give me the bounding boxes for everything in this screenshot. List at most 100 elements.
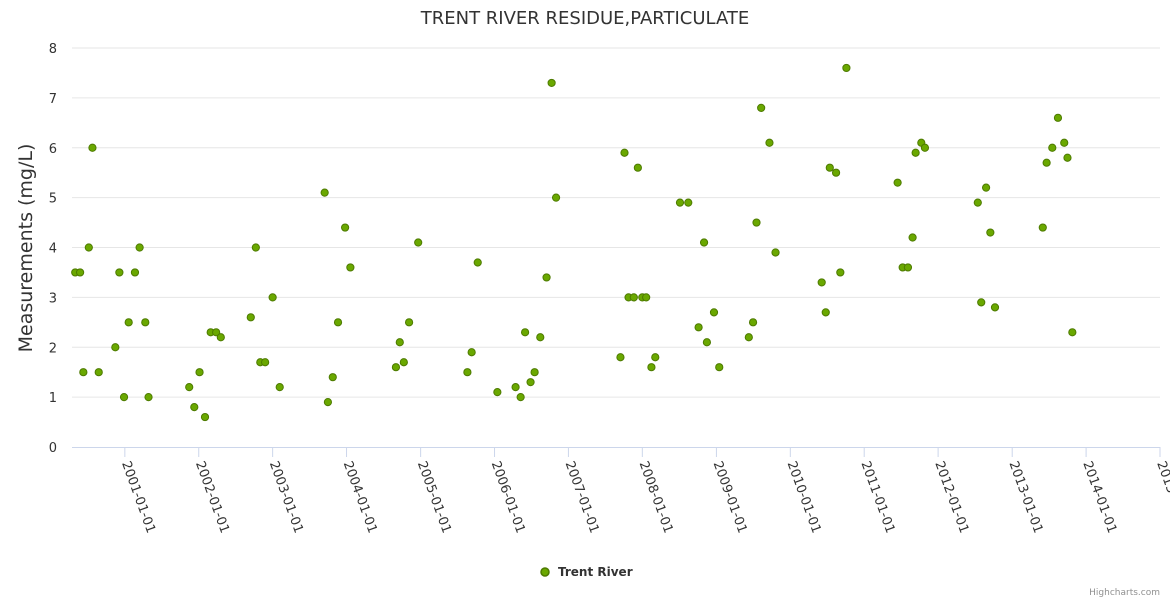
data-point[interactable] [825,163,834,172]
data-point[interactable] [94,368,103,377]
data-point[interactable] [75,268,85,277]
data-point[interactable] [629,293,638,302]
data-point[interactable] [702,338,712,347]
data-point[interactable] [268,293,277,302]
data-point[interactable] [744,333,753,342]
data-point[interactable] [493,388,502,397]
data-point[interactable] [473,258,482,267]
data-point[interactable] [1060,138,1069,147]
data-point[interactable] [836,268,845,277]
data-point[interactable] [1053,113,1063,122]
data-point[interactable] [511,383,520,392]
data-point[interactable] [715,363,724,372]
data-point[interactable] [977,298,986,307]
data-point[interactable] [111,343,120,352]
data-point[interactable] [520,328,530,337]
legend-label-trent-river[interactable]: Trent River [558,565,633,579]
data-point[interactable] [699,238,709,247]
data-point[interactable] [190,403,199,412]
data-point[interactable] [212,328,221,337]
data-point[interactable] [84,243,93,252]
data-point[interactable] [821,308,830,317]
data-point[interactable] [911,148,920,157]
data-point[interactable] [647,363,656,372]
data-point[interactable] [79,368,88,377]
data-point[interactable] [675,198,685,207]
data-point[interactable] [516,393,525,402]
legend-symbol-trent-river[interactable] [540,567,550,577]
data-point[interactable] [1038,223,1047,232]
data-point[interactable] [748,318,758,327]
data-point[interactable] [135,243,144,252]
data-point[interactable] [395,338,404,347]
data-point[interactable] [817,278,826,287]
data-point[interactable] [757,103,766,112]
data-point[interactable] [275,383,284,392]
data-point[interactable] [88,143,97,152]
data-point[interactable] [990,303,1000,312]
data-point[interactable] [1048,143,1057,152]
data-point[interactable] [893,178,902,187]
data-point[interactable] [1068,328,1077,337]
data-point[interactable] [765,138,774,147]
data-point[interactable] [185,383,194,392]
data-point[interactable] [547,78,556,88]
credits-link[interactable]: Highcharts.com [1089,588,1160,598]
data-point[interactable] [903,263,913,272]
data-point[interactable] [920,143,930,152]
y-tick-label: 7 [49,92,57,107]
data-point[interactable] [684,198,693,207]
data-point[interactable] [320,188,329,197]
data-point[interactable] [973,198,982,207]
data-point[interactable] [752,218,761,227]
data-point[interactable] [620,148,629,157]
data-point[interactable] [986,228,995,237]
x-tick-label: 2012-01-01 [931,459,971,535]
data-point[interactable] [981,183,991,192]
data-point[interactable] [115,268,124,277]
y-tick-label: 6 [49,142,57,157]
legend[interactable]: Trent River [540,565,633,579]
data-point[interactable] [404,318,414,327]
data-point[interactable] [908,233,917,242]
data-point[interactable] [333,318,343,327]
data-point[interactable] [216,333,225,342]
data-point[interactable] [651,353,660,362]
data-point[interactable] [526,378,535,387]
data-point[interactable] [633,163,642,172]
data-point[interactable] [328,373,337,382]
data-point[interactable] [130,268,140,277]
data-point[interactable] [642,293,651,302]
data-point[interactable] [463,368,472,377]
data-point[interactable] [323,398,333,407]
data-point[interactable] [771,248,780,257]
data-point[interactable] [542,273,551,282]
data-point[interactable] [1063,153,1072,162]
x-tick-label: 2013-01-01 [1005,459,1045,535]
data-point[interactable] [831,168,841,177]
data-point[interactable] [195,368,204,377]
data-point[interactable] [414,238,423,247]
data-point[interactable] [346,263,355,272]
data-point[interactable] [200,412,210,422]
data-point[interactable] [399,358,408,367]
data-point[interactable] [144,393,153,402]
data-point[interactable] [391,363,401,372]
data-point[interactable] [467,348,476,357]
data-point[interactable] [261,358,270,367]
data-point[interactable] [616,353,625,362]
data-point[interactable] [1042,158,1051,167]
data-point[interactable] [124,318,133,327]
data-point[interactable] [551,193,561,202]
data-point[interactable] [141,318,150,327]
data-point[interactable] [694,323,703,332]
data-point[interactable] [709,308,719,317]
data-point[interactable] [536,333,545,342]
data-point[interactable] [119,393,129,402]
data-point[interactable] [530,368,539,377]
data-point[interactable] [246,313,255,322]
data-point[interactable] [842,63,851,73]
data-point[interactable] [251,243,260,252]
x-tick-label: 2011-01-01 [857,459,897,535]
data-point[interactable] [341,223,350,232]
